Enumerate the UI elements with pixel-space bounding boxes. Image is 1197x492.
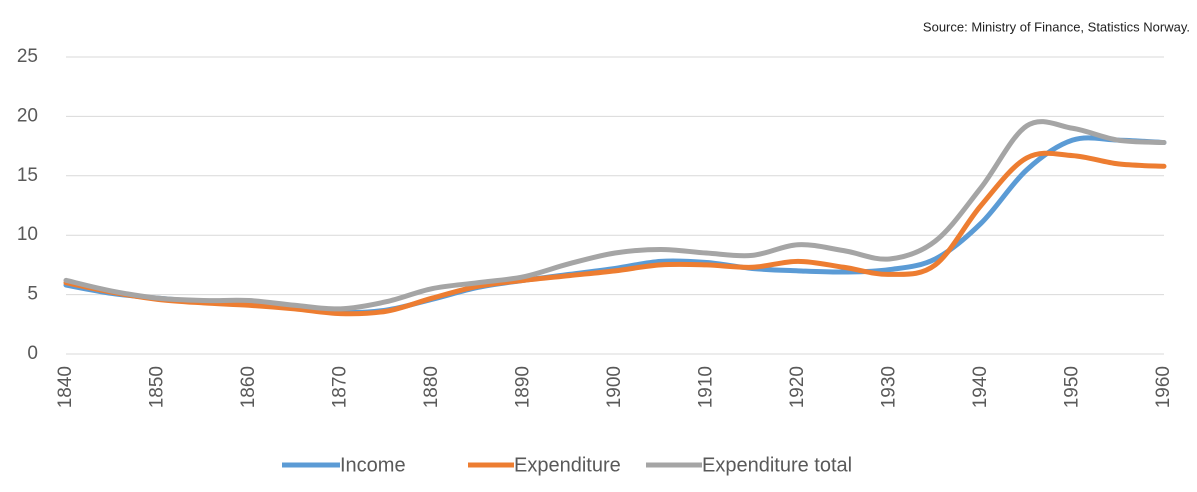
x-tick-label: 1890 — [513, 366, 534, 408]
x-tick-label: 1840 — [55, 366, 76, 408]
x-tick-label: 1920 — [787, 366, 808, 408]
y-tick-label: 15 — [17, 165, 38, 186]
legend-label: Income — [340, 454, 406, 476]
line-series — [63, 150, 1167, 317]
y-tick-label: 25 — [17, 46, 38, 67]
x-tick-label: 1960 — [1153, 366, 1174, 408]
source-note: Source: Ministry of Finance, Statistics … — [923, 19, 1190, 34]
x-tick-label: 1870 — [330, 366, 351, 408]
y-tick-label: 5 — [27, 284, 38, 305]
x-tick-label: 1950 — [1062, 366, 1083, 408]
x-tick-label: 1900 — [604, 366, 625, 408]
legend-label: Expenditure total — [702, 454, 852, 476]
x-tick-label: 1880 — [421, 366, 442, 408]
y-tick-label: 10 — [17, 224, 38, 245]
line-series — [63, 119, 1167, 312]
x-tick-label: 1930 — [879, 366, 900, 408]
y-tick-label: 20 — [17, 105, 38, 126]
legend-label: Expenditure — [514, 454, 621, 476]
y-tick-label: 0 — [27, 343, 38, 364]
x-tick-label: 1850 — [147, 366, 168, 408]
x-tick-label: 1910 — [696, 366, 717, 408]
x-tick-label: 1860 — [238, 366, 259, 408]
x-tick-label: 1940 — [970, 366, 991, 408]
